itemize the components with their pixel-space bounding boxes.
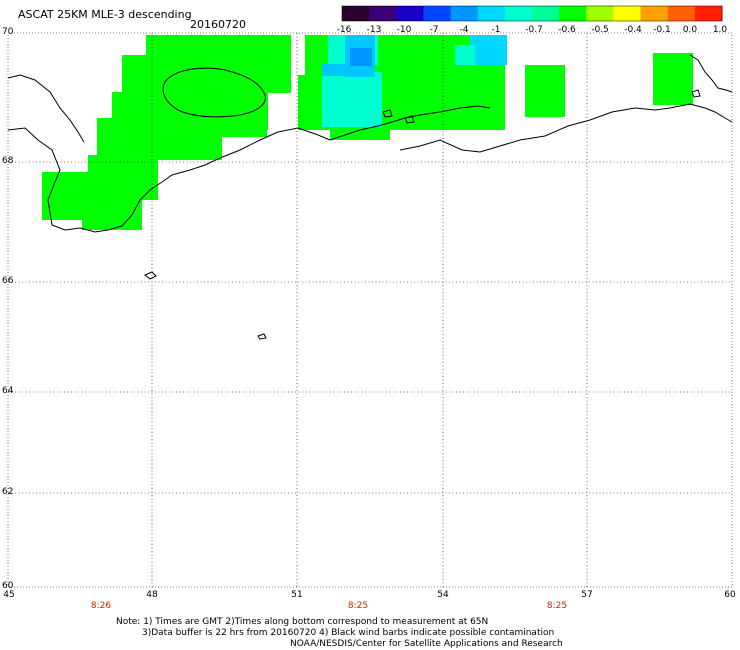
colorbar-swatch: [667, 6, 696, 21]
colorbar-label: -16: [336, 25, 352, 35]
small-island: [257, 333, 267, 340]
colorbar-swatch: [396, 6, 424, 21]
colorbar-swatch: [559, 6, 587, 21]
colorbar-label: -0.4: [624, 25, 642, 35]
colorbar-swatch: [342, 6, 370, 21]
lon-label-45: 45: [3, 590, 15, 600]
colorbar-label: -13: [366, 25, 382, 35]
colorbar-swatch: [504, 6, 533, 21]
swath-cell: [322, 72, 382, 127]
colorbar-label: -0.1: [653, 25, 671, 35]
lat-label-62: 62: [2, 487, 14, 497]
coastline-west: [7, 105, 491, 233]
colorbar-swatch: [586, 6, 614, 21]
product-title: ASCAT 25KM MLE-3 descending: [18, 8, 192, 21]
note-line-1: Note: 1) Times are GMT 2)Times along bot…: [116, 617, 489, 627]
swath-cell: [322, 64, 350, 76]
colorbar: [341, 5, 723, 22]
colorbar-swatch: [477, 6, 506, 21]
lon-label-48: 48: [146, 590, 158, 600]
lon-label-54: 54: [437, 590, 449, 600]
swath-cell: [146, 35, 291, 93]
longitude-gridlines: [151, 33, 588, 587]
swath-cell: [228, 85, 268, 130]
lon-label-51: 51: [291, 590, 303, 600]
note-line-2: 3)Data buffer is 22 hrs from 20160720 4)…: [142, 628, 555, 638]
colorbar-label: -4: [459, 25, 469, 35]
lat-label-60: 60: [2, 581, 14, 591]
colorbar-label: -10: [396, 25, 412, 35]
colorbar-label: -0.7: [525, 25, 543, 35]
pass-time: 8:26: [90, 601, 112, 611]
swath-cell: [470, 35, 507, 65]
lat-label-66: 66: [2, 276, 14, 286]
lat-label-64: 64: [2, 386, 14, 396]
colorbar-swatch: [532, 6, 560, 21]
colorbar-swatch: [423, 6, 452, 21]
colorbar-label: 1.0: [712, 25, 728, 35]
colorbar-label: -7: [429, 25, 439, 35]
small-island: [404, 115, 415, 124]
colorbar-label: -0.6: [558, 25, 576, 35]
swath-cell: [440, 60, 485, 108]
colorbar-label: -1: [491, 25, 501, 35]
colorbar-swatch: [450, 6, 479, 21]
colorbar-label: -0.5: [591, 25, 609, 35]
lon-label-57: 57: [581, 590, 593, 600]
colorbar-swatch: [369, 6, 397, 21]
coastline-northwest: [7, 74, 85, 143]
swath-cell: [350, 48, 372, 66]
coastline: [7, 54, 733, 340]
swath-cell: [525, 65, 565, 117]
lon-label-60: 60: [724, 590, 736, 600]
coastline-east2: [689, 54, 733, 93]
pass-time: 8:25: [546, 601, 568, 611]
lat-label-68: 68: [2, 156, 14, 166]
colorbar-swatch: [694, 6, 723, 21]
note-line-3: NOAA/NESDIS/Center for Satellite Applica…: [290, 639, 563, 649]
wind-swath: [42, 35, 693, 230]
colorbar-swatch: [640, 6, 669, 21]
pass-time: 8:25: [347, 601, 369, 611]
small-island: [691, 89, 701, 98]
product-date: 20160720: [190, 18, 246, 31]
small-island: [144, 271, 157, 280]
colorbar-label: 0.0: [682, 25, 698, 35]
kolguev-island: [162, 67, 266, 118]
swath-cell: [82, 195, 142, 230]
coastline-east: [399, 103, 733, 153]
swath-cell: [455, 45, 475, 65]
small-island: [382, 109, 393, 118]
swath-cell: [653, 53, 693, 105]
colorbar-swatch: [613, 6, 642, 21]
swath-cell: [97, 118, 222, 160]
colorbar-border: [341, 5, 723, 22]
lat-label-70: 70: [2, 27, 14, 37]
